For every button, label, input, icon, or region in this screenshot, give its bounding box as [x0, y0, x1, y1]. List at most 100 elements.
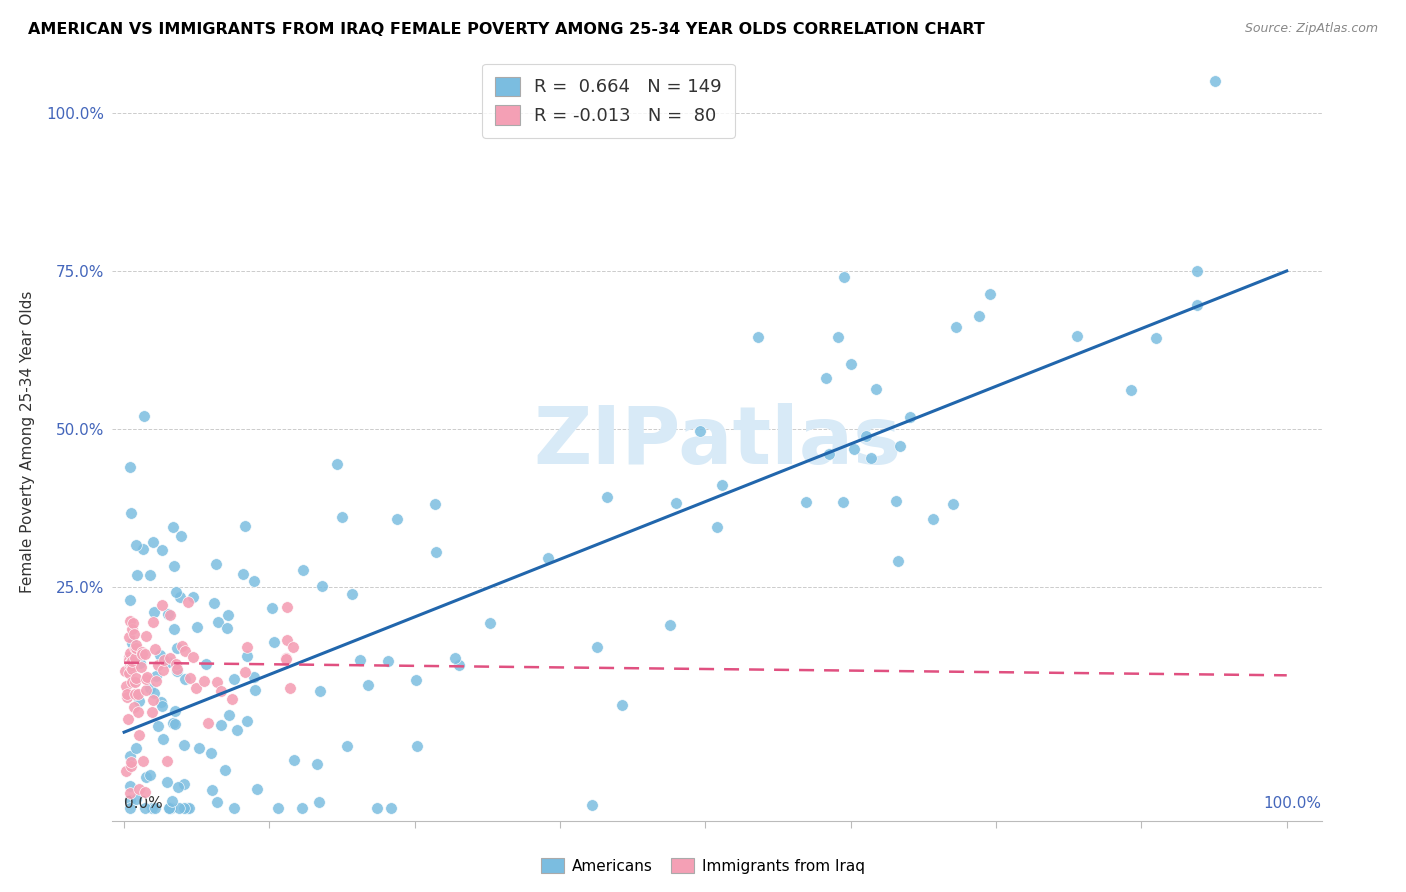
Point	[124, 651, 146, 665]
Point	[121, 635, 143, 649]
Point	[233, 665, 256, 680]
Point	[162, 716, 184, 731]
Point	[142, 615, 165, 630]
Point	[898, 409, 921, 424]
Point	[201, 783, 224, 797]
Point	[120, 749, 142, 764]
Point	[1187, 264, 1209, 278]
Point	[193, 674, 215, 689]
Legend: R =  0.664   N = 149, R = -0.013   N =  80: R = 0.664 N = 149, R = -0.013 N = 80	[482, 64, 734, 138]
Point	[127, 705, 149, 719]
Point	[124, 641, 146, 656]
Point	[141, 705, 163, 719]
Point	[162, 794, 184, 808]
Point	[118, 656, 141, 670]
Point	[117, 649, 139, 664]
Point	[274, 651, 297, 665]
Point	[1187, 298, 1209, 312]
Point	[160, 801, 183, 815]
Point	[209, 684, 232, 698]
Point	[814, 370, 837, 384]
Point	[276, 600, 298, 615]
Point	[747, 329, 769, 343]
Point	[173, 801, 195, 815]
Point	[141, 801, 163, 815]
Point	[366, 801, 388, 815]
Point	[336, 739, 359, 754]
Point	[135, 682, 157, 697]
Point	[326, 457, 349, 471]
Point	[478, 616, 501, 631]
Point	[145, 674, 167, 689]
Point	[405, 673, 427, 688]
Point	[128, 728, 150, 742]
Point	[121, 622, 143, 636]
Point	[120, 506, 142, 520]
Point	[449, 658, 471, 673]
Point	[143, 801, 166, 815]
Point	[262, 601, 284, 615]
Point	[1204, 74, 1226, 88]
Point	[150, 695, 173, 709]
Point	[166, 664, 188, 678]
Point	[215, 621, 238, 635]
Point	[152, 598, 174, 612]
Point	[143, 686, 166, 700]
Point	[118, 779, 141, 793]
Point	[163, 716, 186, 731]
Point	[135, 629, 157, 643]
Point	[118, 801, 141, 815]
Point	[125, 740, 148, 755]
Point	[202, 596, 225, 610]
Point	[979, 286, 1001, 301]
Point	[128, 694, 150, 708]
Point	[132, 541, 155, 556]
Point	[138, 681, 160, 696]
Point	[865, 383, 887, 397]
Point	[184, 681, 207, 695]
Point	[155, 754, 177, 768]
Point	[581, 797, 603, 812]
Point	[124, 640, 146, 655]
Point	[235, 519, 257, 533]
Point	[349, 653, 371, 667]
Point	[818, 447, 841, 461]
Point	[121, 662, 143, 676]
Point	[135, 770, 157, 784]
Point	[200, 746, 222, 760]
Point	[860, 450, 883, 465]
Point	[586, 640, 609, 654]
Point	[120, 755, 142, 769]
Point	[266, 801, 288, 815]
Point	[827, 330, 849, 344]
Point	[125, 792, 148, 806]
Point	[121, 654, 143, 668]
Point	[887, 554, 910, 568]
Point	[278, 681, 301, 695]
Point	[118, 653, 141, 667]
Point	[146, 658, 169, 673]
Point	[235, 640, 257, 654]
Y-axis label: Female Poverty Among 25-34 Year Olds: Female Poverty Among 25-34 Year Olds	[20, 291, 35, 592]
Point	[134, 648, 156, 662]
Point	[143, 642, 166, 657]
Point	[308, 684, 330, 698]
Point	[283, 753, 305, 767]
Point	[281, 640, 304, 654]
Point	[163, 558, 186, 573]
Point	[197, 716, 219, 731]
Point	[305, 756, 328, 771]
Point	[443, 651, 465, 665]
Point	[170, 529, 193, 543]
Point	[665, 496, 688, 510]
Point	[385, 512, 408, 526]
Point	[166, 640, 188, 655]
Text: 0.0%: 0.0%	[124, 797, 163, 811]
Point	[217, 607, 239, 622]
Point	[243, 670, 266, 684]
Point	[118, 593, 141, 607]
Point	[232, 566, 254, 581]
Point	[186, 620, 208, 634]
Point	[173, 738, 195, 752]
Point	[139, 568, 162, 582]
